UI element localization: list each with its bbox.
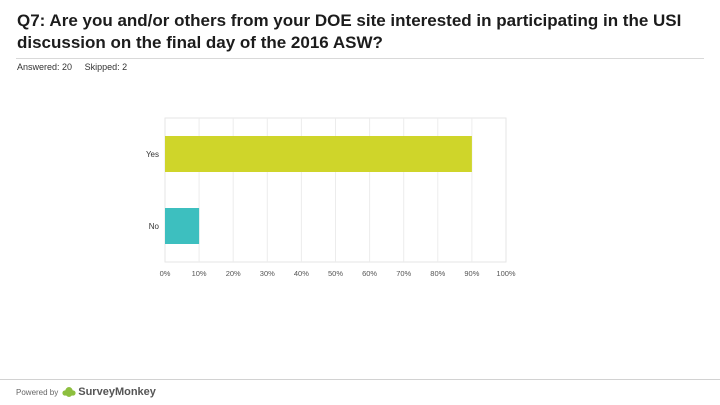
x-tick-label: 0% [160, 269, 171, 278]
bar-yes [165, 136, 472, 172]
header-divider [16, 58, 704, 59]
powered-by-label: Powered by [16, 387, 59, 397]
category-label: No [149, 222, 160, 231]
skipped-count: Skipped: 2 [84, 62, 128, 72]
surveymonkey-brand: SurveyMonkey [78, 386, 156, 398]
x-tick-label: 20% [226, 269, 241, 278]
bar-no [165, 208, 200, 244]
x-tick-label: 100% [496, 269, 516, 278]
x-tick-label: 70% [396, 269, 411, 278]
bar-chart: 0% 10% 20% 30% 40% 50% 60% 70% 80% 90% 100% Yes No [146, 117, 516, 278]
x-tick-label: 10% [192, 269, 207, 278]
x-tick-label: 60% [362, 269, 377, 278]
footer: Powered by SurveyMonkey [16, 384, 156, 400]
x-tick-label: 30% [260, 269, 275, 278]
response-stats: Answered: 20 Skipped: 2 [17, 62, 137, 72]
category-label: Yes [146, 150, 159, 159]
surveymonkey-logo-icon [62, 387, 76, 397]
question-title: Q7: Are you and/or others from your DOE … [17, 11, 682, 52]
footer-divider [0, 379, 720, 380]
x-tick-label: 80% [430, 269, 445, 278]
answered-count: Answered: 20 [17, 62, 73, 72]
x-tick-label: 40% [294, 269, 309, 278]
x-tick-label: 90% [464, 269, 479, 278]
x-tick-label: 50% [328, 269, 343, 278]
